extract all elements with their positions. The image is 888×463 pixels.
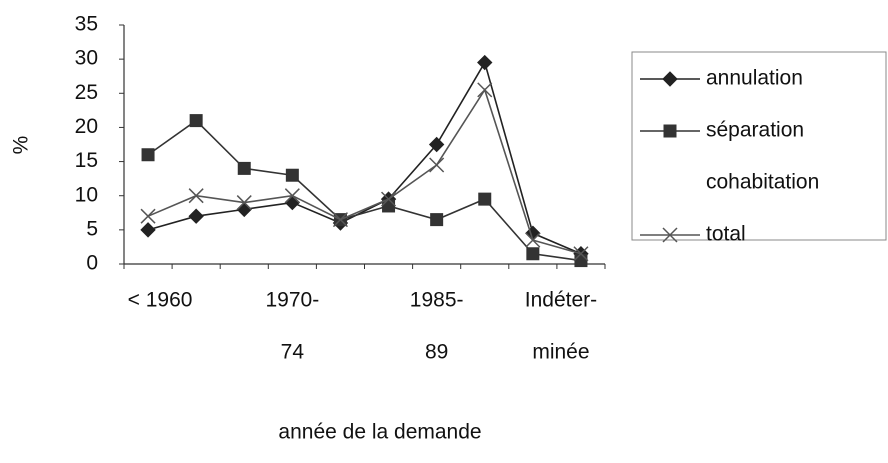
point bbox=[430, 213, 444, 227]
y-tick-label: 5 bbox=[86, 217, 98, 240]
point bbox=[662, 71, 678, 87]
point bbox=[477, 82, 493, 98]
point bbox=[188, 188, 204, 204]
point bbox=[140, 208, 156, 224]
point bbox=[189, 114, 203, 128]
x-tick-label: 89 bbox=[425, 341, 448, 364]
point bbox=[429, 157, 445, 173]
point bbox=[574, 254, 588, 268]
series-line bbox=[147, 88, 582, 255]
y-tick-label: 30 bbox=[75, 47, 98, 70]
point bbox=[478, 192, 492, 206]
point bbox=[332, 212, 348, 228]
point bbox=[526, 247, 540, 261]
point bbox=[662, 227, 678, 243]
x-tick-label: 1970- bbox=[265, 289, 319, 312]
y-tick-label: 20 bbox=[75, 115, 98, 138]
legend-item: annulation bbox=[640, 67, 803, 90]
point bbox=[525, 232, 541, 248]
point bbox=[237, 161, 251, 175]
y-tick-label: 10 bbox=[75, 183, 98, 206]
legend-label: cohabitation bbox=[706, 171, 819, 194]
point bbox=[141, 148, 155, 162]
y-axis-label: % bbox=[10, 136, 33, 155]
legend-item: séparation bbox=[640, 119, 804, 142]
legend-box bbox=[631, 51, 887, 241]
legend-item: total bbox=[640, 223, 746, 246]
x-tick-label: < 1960 bbox=[128, 289, 193, 312]
point bbox=[428, 136, 445, 153]
series-line bbox=[147, 119, 582, 262]
point bbox=[381, 191, 397, 207]
point bbox=[140, 222, 156, 238]
y-tick-label: 35 bbox=[75, 13, 98, 36]
x-axis-label: année de la demande bbox=[278, 421, 481, 444]
point bbox=[477, 54, 493, 71]
x-tick-label: minée bbox=[532, 341, 589, 364]
series-line bbox=[147, 60, 582, 255]
point bbox=[663, 124, 677, 138]
point bbox=[284, 188, 300, 204]
legend-item: cohabitation bbox=[706, 171, 819, 194]
point bbox=[573, 246, 589, 262]
x-tick-label: 1985- bbox=[410, 289, 464, 312]
point bbox=[236, 201, 252, 218]
y-tick-label: 15 bbox=[75, 149, 98, 172]
x-tick-label: 74 bbox=[281, 341, 305, 364]
legend-label: annulation bbox=[706, 67, 803, 90]
legend-label: séparation bbox=[706, 119, 804, 142]
x-tick-label: Indéter- bbox=[525, 289, 597, 312]
y-tick-label: 0 bbox=[86, 252, 98, 275]
point bbox=[285, 168, 299, 182]
point bbox=[236, 195, 252, 211]
legend-label: total bbox=[706, 223, 746, 246]
y-tick-label: 25 bbox=[75, 81, 98, 104]
point bbox=[188, 208, 204, 224]
